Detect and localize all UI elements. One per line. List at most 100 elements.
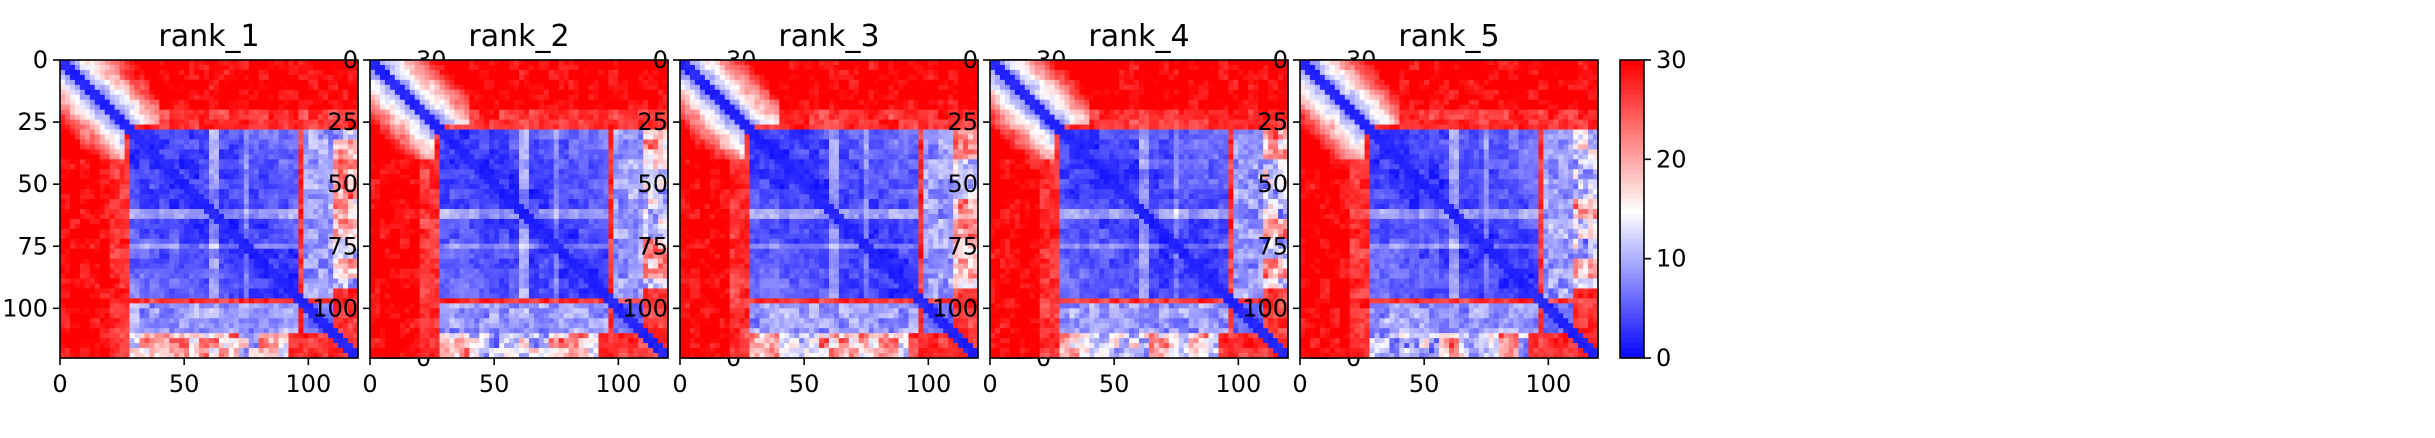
heatmap-cell <box>583 94 590 101</box>
heatmap-cell <box>114 69 121 76</box>
heatmap-cell <box>119 94 126 101</box>
heatmap-cell <box>588 69 595 76</box>
heatmap-cell <box>278 104 285 111</box>
heatmap-cell <box>84 109 91 116</box>
heatmap-cell <box>548 159 555 165</box>
heatmap-cell <box>258 104 265 111</box>
heatmap-cell <box>424 159 431 165</box>
heatmap-cell <box>149 64 155 71</box>
heatmap-cell <box>338 223 344 230</box>
heatmap-cell <box>414 89 421 96</box>
heatmap-cell <box>293 353 299 359</box>
heatmap-cell <box>149 139 155 146</box>
heatmap-cell <box>149 159 155 165</box>
heatmap-cell <box>99 258 106 265</box>
heatmap-cell <box>568 144 575 150</box>
heatmap-cell <box>573 159 580 165</box>
heatmap-cell <box>184 278 190 285</box>
heatmap-cell <box>104 189 111 195</box>
heatmap-cell <box>283 124 290 131</box>
heatmap-cell <box>233 348 240 354</box>
heatmap-cell <box>568 164 575 170</box>
heatmap-cell <box>343 139 349 146</box>
heatmap-cell <box>179 139 185 146</box>
heatmap-cell <box>419 74 426 81</box>
heatmap-cell <box>308 69 314 76</box>
heatmap-cell <box>308 84 314 91</box>
heatmap-cell <box>60 268 66 275</box>
heatmap-cell <box>233 243 240 250</box>
heatmap-cell <box>379 149 386 155</box>
heatmap-cell <box>298 154 304 160</box>
heatmap-cell <box>64 144 71 150</box>
heatmap-cell <box>613 84 619 91</box>
heatmap-cell <box>318 79 324 86</box>
heatmap-cell <box>74 273 81 280</box>
heatmap-cell <box>303 139 309 146</box>
heatmap-cell <box>149 298 155 304</box>
heatmap-cell <box>449 64 456 71</box>
heatmap-cell <box>404 60 411 66</box>
heatmap-cell <box>563 104 570 111</box>
heatmap-cell <box>159 263 165 270</box>
heatmap-cell <box>268 283 275 290</box>
heatmap-cell <box>523 74 530 81</box>
heatmap-cell <box>139 248 146 255</box>
heatmap-cell <box>474 114 480 121</box>
heatmap-cell <box>164 318 170 324</box>
heatmap-cell <box>164 288 170 295</box>
heatmap-cell <box>298 238 304 245</box>
heatmap-cell <box>543 114 550 121</box>
heatmap-cell <box>454 139 460 146</box>
heatmap-cell <box>308 134 314 141</box>
heatmap-cell <box>104 174 111 180</box>
heatmap-cell <box>263 308 270 314</box>
heatmap-cell <box>189 169 195 175</box>
heatmap-cell <box>84 69 91 76</box>
heatmap-cell <box>213 194 220 200</box>
heatmap-cell <box>233 338 240 344</box>
heatmap-cell <box>109 129 116 136</box>
heatmap-cell <box>174 293 180 299</box>
heatmap-cell <box>179 159 185 165</box>
heatmap-cell <box>553 154 560 160</box>
heatmap-cell <box>109 223 116 230</box>
heatmap-cell <box>653 79 659 86</box>
heatmap-cell <box>134 94 141 101</box>
heatmap-cell <box>459 104 465 111</box>
heatmap-cell <box>134 84 141 91</box>
heatmap-cell <box>89 119 96 126</box>
heatmap-cell <box>199 139 205 146</box>
heatmap-cell <box>144 243 150 250</box>
heatmap-cell <box>638 114 644 121</box>
heatmap-cell <box>109 218 116 225</box>
heatmap-cell <box>434 104 441 111</box>
heatmap-cell <box>248 343 255 349</box>
heatmap-cell <box>189 159 195 165</box>
heatmap-cell <box>278 233 285 240</box>
heatmap-cell <box>394 159 401 165</box>
heatmap-cell <box>114 94 121 101</box>
heatmap-cell <box>213 298 220 304</box>
heatmap-cell <box>504 74 510 81</box>
heatmap-cell <box>608 69 614 76</box>
heatmap-cell <box>218 169 225 175</box>
heatmap-cell <box>323 144 329 150</box>
heatmap-cell <box>169 60 175 66</box>
heatmap-cell <box>548 89 555 96</box>
heatmap-cell <box>69 278 76 285</box>
heatmap-cell <box>608 79 614 86</box>
heatmap-cell <box>139 154 146 160</box>
heatmap-cell <box>263 104 270 111</box>
heatmap-cell <box>184 179 190 185</box>
heatmap-cell <box>179 303 185 309</box>
heatmap-cell <box>169 238 175 245</box>
heatmap-cell <box>283 119 290 126</box>
heatmap-cell <box>64 109 71 116</box>
heatmap-cell <box>74 124 81 131</box>
heatmap-cell <box>504 149 510 155</box>
heatmap-cell <box>64 79 71 86</box>
heatmap-cell <box>169 149 175 155</box>
heatmap-cell <box>278 169 285 175</box>
heatmap-cell <box>228 253 235 260</box>
